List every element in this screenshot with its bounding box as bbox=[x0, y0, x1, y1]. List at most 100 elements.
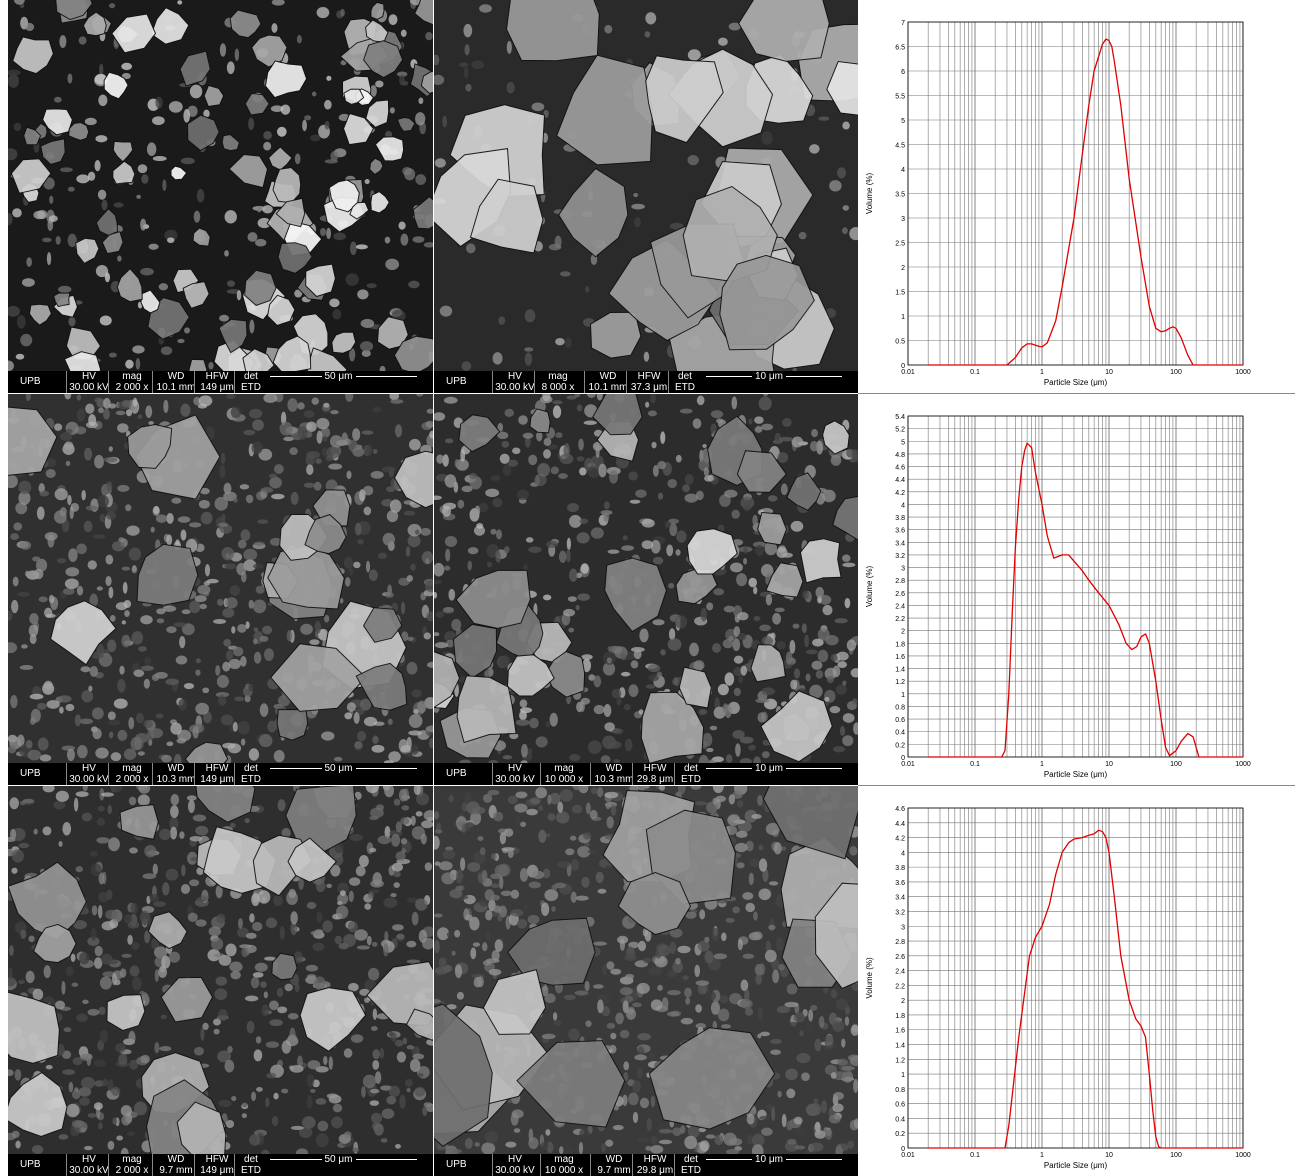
x-tick-label: 10 bbox=[1105, 1152, 1113, 1159]
sem-micrograph-image bbox=[434, 786, 858, 1154]
data-bar-separator bbox=[590, 763, 591, 785]
y-tick-label: 2 bbox=[901, 629, 905, 636]
plot-frame bbox=[907, 21, 1244, 366]
data-bar-hfw-value: 37.3 μm bbox=[630, 382, 668, 393]
data-bar-separator bbox=[234, 371, 235, 393]
x-axis-label: Particle Size (μm) bbox=[1044, 770, 1108, 779]
y-tick-label: 5 bbox=[901, 439, 905, 446]
x-tick-label: 0.01 bbox=[901, 761, 915, 768]
y-tick-label: 5.4 bbox=[895, 414, 905, 421]
y-tick-label: 1 bbox=[901, 692, 905, 699]
data-bar-separator bbox=[194, 371, 195, 393]
y-axis-label: Volume (%) bbox=[865, 957, 874, 999]
y-tick-label: 3.8 bbox=[895, 865, 905, 872]
y-tick-label: 0.5 bbox=[895, 339, 905, 346]
y-tick-label: 4 bbox=[901, 167, 905, 174]
data-bar-hv-cell: HV 30.00 kV bbox=[494, 764, 536, 785]
data-bar-hfw-label: HFW bbox=[643, 763, 667, 774]
y-tick-label: 2 bbox=[901, 998, 905, 1005]
x-tick-label: 1000 bbox=[1235, 369, 1251, 376]
y-tick-label: 1 bbox=[901, 314, 905, 321]
data-bar-wd-label: WD bbox=[599, 371, 617, 382]
data-bar-hfw-cell: HFW 29.8 μm bbox=[634, 1155, 676, 1176]
data-bar-mag-value: 2 000 x bbox=[115, 774, 149, 785]
x-tick-label: 1 bbox=[1040, 1152, 1044, 1159]
data-bar-det-value: ETD bbox=[241, 1165, 261, 1176]
data-bar-wd-cell: WD 10.1 mm bbox=[586, 372, 630, 393]
y-tick-label: 2.4 bbox=[895, 603, 905, 610]
data-bar-wd-cell: WD 10.3 mm bbox=[592, 764, 636, 785]
data-bar-separator bbox=[152, 371, 153, 393]
data-bar-mag-value: 10 000 x bbox=[544, 1165, 584, 1176]
data-bar-separator bbox=[674, 763, 675, 785]
y-tick-label: 3.2 bbox=[895, 909, 905, 916]
data-bar-separator bbox=[66, 763, 67, 785]
data-bar-mag-label: mag bbox=[122, 1154, 142, 1165]
data-bar-mag-label: mag bbox=[554, 1154, 574, 1165]
x-tick-label: 1000 bbox=[1235, 761, 1251, 768]
data-bar-separator bbox=[152, 763, 153, 785]
data-bar-hv-label: HV bbox=[508, 763, 522, 774]
y-tick-label: 6.5 bbox=[895, 45, 905, 52]
data-bar-hfw-label: HFW bbox=[643, 1154, 667, 1165]
figure-row-3: UPB HV 30.00 kV mag 2 000 x WD 9.7 mm HFW 149 μm… bbox=[0, 786, 1295, 1176]
x-axis-label: Particle Size (μm) bbox=[1044, 378, 1108, 387]
data-bar-hv-label: HV bbox=[82, 763, 96, 774]
y-tick-label: 5.2 bbox=[895, 427, 905, 434]
particle-size-chart: 0 0.2 0.4 0.6 0.8 1 1.2 1.4 1.6 1.8 2 2.2 2.4 2.6 2.8 3… bbox=[858, 786, 1295, 1176]
y-axis-label: Volume (%) bbox=[865, 565, 874, 607]
data-bar-wd-label: WD bbox=[167, 371, 185, 382]
data-bar-separator bbox=[194, 763, 195, 785]
figure-row-2: UPB HV 30.00 kV mag 2 000 x WD 10.3 mm HFW 149 μ… bbox=[0, 394, 1295, 785]
data-bar-det-value: ETD bbox=[241, 774, 261, 785]
data-bar-mag-label: mag bbox=[122, 763, 142, 774]
x-tick-label: 0.1 bbox=[970, 369, 980, 376]
data-bar-separator bbox=[492, 371, 493, 393]
data-bar-separator bbox=[632, 1154, 633, 1176]
sem-micrograph-image bbox=[434, 0, 858, 371]
y-tick-label: 2.6 bbox=[895, 954, 905, 961]
sem-lab-label: UPB bbox=[446, 768, 467, 779]
y-tick-label: 1 bbox=[901, 1072, 905, 1079]
x-tick-label: 10 bbox=[1105, 369, 1113, 376]
y-tick-label: 1.5 bbox=[895, 290, 905, 297]
y-tick-label: 3.6 bbox=[895, 528, 905, 535]
divider bbox=[858, 785, 1295, 786]
data-bar-wd-label: WD bbox=[167, 763, 185, 774]
scale-bar-label: 10 μm bbox=[752, 763, 786, 774]
data-bar-separator bbox=[194, 1154, 195, 1176]
data-bar-mag-label: mag bbox=[554, 763, 574, 774]
y-tick-label: 0.8 bbox=[895, 704, 905, 711]
data-bar-separator bbox=[492, 1154, 493, 1176]
y-tick-label: 0 bbox=[901, 755, 905, 762]
data-bar-mag-cell: mag 10 000 x bbox=[542, 1155, 586, 1176]
y-tick-label: 3.5 bbox=[895, 192, 905, 199]
y-tick-label: 3 bbox=[901, 566, 905, 573]
data-bar-mag-value: 10 000 x bbox=[544, 774, 584, 785]
y-tick-label: 0 bbox=[901, 1146, 905, 1153]
data-bar-hv-value: 30.00 kV bbox=[495, 382, 535, 393]
data-bar-det-label: det bbox=[244, 1154, 258, 1165]
data-bar-wd-cell: WD 10.1 mm bbox=[154, 372, 198, 393]
scale-bar-label: 50 μm bbox=[321, 371, 356, 382]
y-tick-label: 0.8 bbox=[895, 1087, 905, 1094]
y-tick-label: 4.6 bbox=[895, 806, 905, 813]
y-tick-label: 6 bbox=[901, 69, 905, 76]
data-bar-hfw-cell: HFW 37.3 μm bbox=[628, 372, 670, 393]
data-bar-det-cell: det ETD bbox=[670, 372, 700, 393]
data-bar-wd-value: 10.3 mm bbox=[156, 774, 196, 785]
data-bar-wd-label: WD bbox=[605, 1154, 623, 1165]
data-bar-separator bbox=[534, 371, 535, 393]
data-bar-hv-cell: HV 30.00 kV bbox=[494, 1155, 536, 1176]
sem-micrograph-image bbox=[434, 394, 858, 763]
y-tick-label: 2.5 bbox=[895, 241, 905, 248]
data-bar-det-label: det bbox=[684, 763, 698, 774]
data-bar-hfw-label: HFW bbox=[637, 371, 661, 382]
x-tick-label: 1000 bbox=[1235, 1152, 1251, 1159]
sem-micrograph-panel: UPB HV 30.00 kV mag 2 000 x WD 9.7 mm HFW 149 μm… bbox=[8, 786, 433, 1176]
figure-row-1: UPB HV 30.00 kV mag 2 000 x WD 10.1 mm HFW 149 μ… bbox=[0, 0, 1295, 393]
sem-data-bar: UPB HV 30.00 kV mag 8 000 x WD 10.1 mm HFW 37.3 … bbox=[434, 371, 858, 393]
data-bar-hv-value: 30.00 kV bbox=[69, 382, 109, 393]
divider bbox=[858, 393, 1295, 394]
data-bar-mag-cell: mag 8 000 x bbox=[536, 372, 580, 393]
